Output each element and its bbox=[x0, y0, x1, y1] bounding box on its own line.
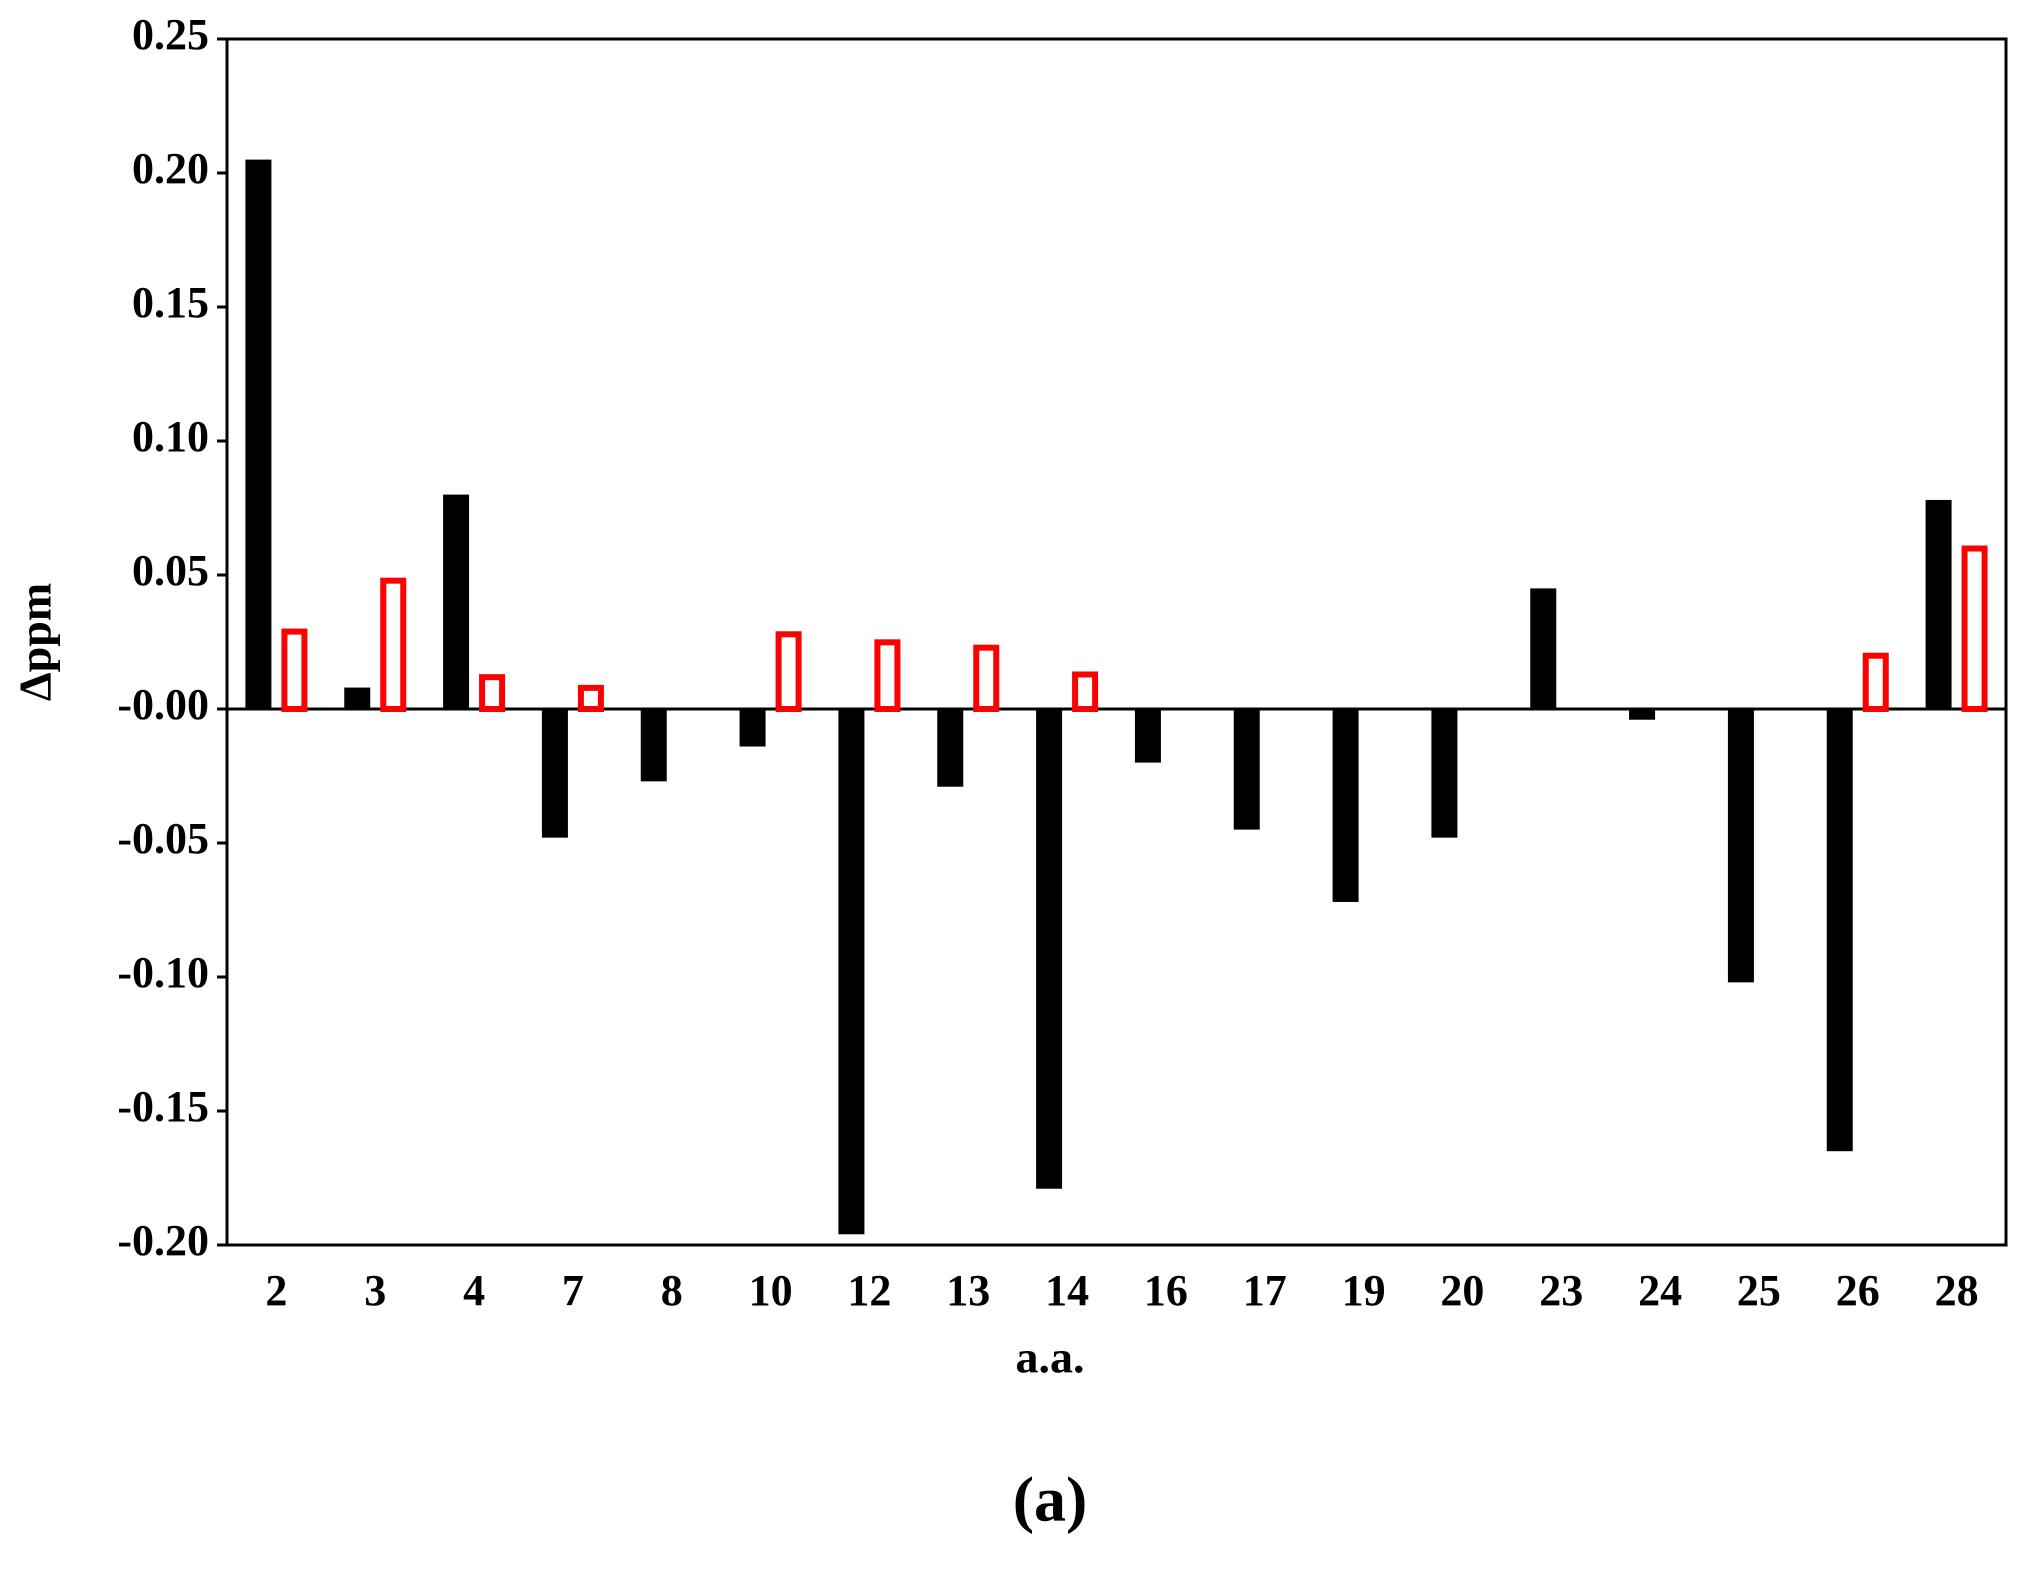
plot-frame bbox=[225, 37, 2008, 1247]
bar bbox=[1431, 709, 1458, 838]
bar bbox=[541, 709, 568, 838]
bar bbox=[1332, 709, 1359, 902]
bar bbox=[640, 709, 667, 782]
x-tick-label: 28 bbox=[1935, 1266, 1979, 1315]
bar bbox=[443, 494, 470, 709]
bar bbox=[1826, 709, 1853, 1152]
x-tick-label: 12 bbox=[847, 1266, 891, 1315]
bar bbox=[1036, 709, 1063, 1189]
y-tick-label: 0.15 bbox=[132, 278, 209, 327]
y-tick-label: -0.05 bbox=[117, 814, 209, 863]
bar bbox=[838, 709, 865, 1235]
x-tick-label: 7 bbox=[562, 1266, 584, 1315]
y-tick-label: 0.20 bbox=[132, 144, 209, 193]
x-tick-label: 16 bbox=[1144, 1266, 1188, 1315]
x-axis-label: a.a. bbox=[1016, 1332, 1085, 1383]
y-tick-label: 0.05 bbox=[132, 546, 209, 595]
x-tick-label: 3 bbox=[364, 1266, 386, 1315]
x-tick-label: 24 bbox=[1638, 1266, 1682, 1315]
bar bbox=[874, 639, 901, 713]
bar bbox=[1629, 709, 1656, 720]
x-tick-label: 4 bbox=[463, 1266, 485, 1315]
x-tick-label: 25 bbox=[1737, 1266, 1781, 1315]
x-tick-label: 26 bbox=[1836, 1266, 1880, 1315]
bar bbox=[1862, 652, 1889, 712]
bar bbox=[1233, 709, 1260, 830]
bar bbox=[281, 628, 308, 712]
bar bbox=[577, 684, 604, 713]
x-tick-label: 8 bbox=[661, 1266, 683, 1315]
bar bbox=[380, 577, 407, 712]
y-tick-label: -0.00 bbox=[117, 680, 209, 729]
y-tick-label: -0.20 bbox=[117, 1216, 209, 1265]
x-tick-label: 23 bbox=[1539, 1266, 1583, 1315]
x-tick-label: 17 bbox=[1243, 1266, 1287, 1315]
y-tick-label: 0.25 bbox=[132, 10, 209, 59]
bar bbox=[344, 687, 371, 709]
bar bbox=[775, 631, 802, 713]
bar bbox=[973, 644, 1000, 712]
bar bbox=[1925, 499, 1952, 709]
bar bbox=[1961, 545, 1988, 713]
x-tick-label: 13 bbox=[946, 1266, 990, 1315]
bar bbox=[479, 674, 506, 712]
bar bbox=[1727, 709, 1754, 983]
bar bbox=[1530, 588, 1557, 709]
bar bbox=[1072, 671, 1099, 712]
bar bbox=[1134, 709, 1161, 763]
x-tick-label: 10 bbox=[749, 1266, 793, 1315]
x-tick-label: 2 bbox=[265, 1266, 287, 1315]
y-tick-label: -0.15 bbox=[117, 1082, 209, 1131]
caption: (a) bbox=[1013, 1464, 1088, 1535]
x-tick-label: 20 bbox=[1440, 1266, 1484, 1315]
bar bbox=[245, 159, 272, 710]
x-tick-label: 14 bbox=[1045, 1266, 1089, 1315]
bar bbox=[937, 709, 964, 787]
y-axis-label: Δppm bbox=[10, 583, 61, 701]
x-tick-label: 19 bbox=[1342, 1266, 1386, 1315]
y-tick-label: 0.10 bbox=[132, 412, 209, 461]
bar bbox=[739, 709, 766, 747]
y-tick-label: -0.10 bbox=[117, 948, 209, 997]
